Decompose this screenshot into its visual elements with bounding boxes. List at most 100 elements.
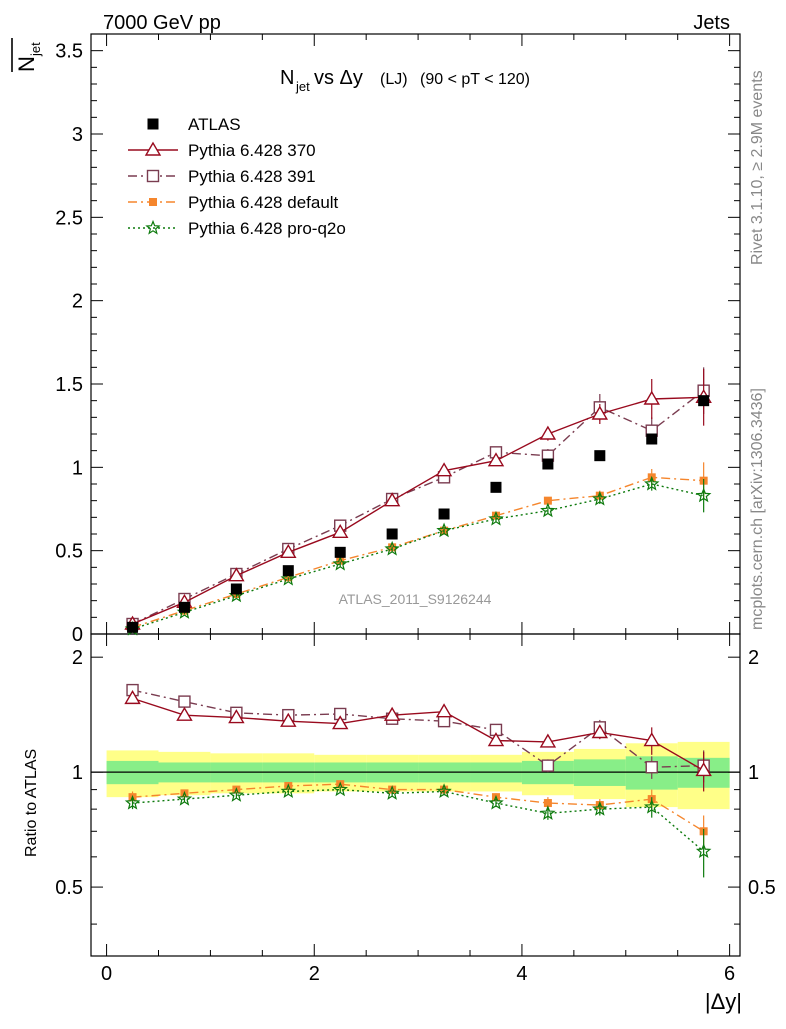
legend-marker-p391 [146, 169, 160, 183]
ratio-line-pdefault [132, 783, 705, 832]
ratio-frame [90, 633, 741, 957]
legend-label-pdefault: Pythia 6.428 default [188, 193, 339, 212]
point-atlas [230, 583, 242, 595]
point-p370 [643, 390, 660, 405]
point-pdefault [491, 511, 500, 520]
legend-marker-pdefault [149, 198, 157, 206]
ratio-point-pq2o [332, 781, 348, 797]
point-pq2o [436, 522, 452, 538]
point-atlas [438, 508, 450, 520]
point-atlas [698, 395, 710, 407]
ratio-y-tick-label-right: 0.5 [748, 877, 776, 899]
ratio-y-tick-label: 0.5 [55, 877, 83, 899]
ratio-point-p370 [435, 703, 453, 718]
ratio-point-p370 [695, 762, 712, 777]
ratio-point-p370 [383, 706, 401, 721]
mcplots-label: mcplots.cern.ch [arXiv:1306.3436] [749, 388, 766, 630]
chart-title: N jet vs Δy (LJ) (90 < pT < 120) [280, 67, 530, 94]
ratio-point-pq2o [643, 798, 660, 814]
ratio-point-pdefault [543, 799, 552, 808]
ratio-point-p370 [539, 733, 557, 748]
ratio-point-pq2o [436, 783, 452, 799]
point-atlas [334, 546, 346, 558]
title-range: (90 < pT < 120) [420, 71, 530, 88]
y-tick-label: 3.5 [55, 41, 83, 63]
y-tick-label: 1.5 [55, 374, 83, 396]
title-lj: (LJ) [380, 71, 408, 88]
ratio-point-p370 [591, 724, 609, 739]
ratio-point-pq2o [695, 843, 712, 859]
series-pq2o [124, 475, 712, 878]
point-pq2o [488, 510, 504, 526]
point-pq2o [643, 475, 660, 491]
ratio-point-p370 [280, 712, 297, 727]
ratio-point-p370 [643, 732, 660, 747]
point-p370 [228, 567, 245, 582]
ratio-point-p391 [178, 695, 191, 708]
title-sub: jet [295, 79, 310, 94]
legend-entry-pdefault: Pythia 6.428 default [128, 193, 339, 212]
point-p370 [280, 543, 297, 559]
header-left: 7000 GeV pp [103, 12, 221, 34]
y-tick-label: 0.5 [55, 541, 83, 563]
legend-label-p370: Pythia 6.428 370 [188, 141, 316, 160]
point-pq2o [592, 490, 608, 506]
title-main: N [280, 67, 294, 89]
point-pq2o [332, 555, 348, 571]
point-atlas [178, 601, 190, 613]
legend-label-pq2o: Pythia 6.428 pro-q2o [188, 219, 346, 238]
ratio-point-p370 [124, 689, 141, 705]
ratio-y-tick-label-right: 2 [748, 647, 759, 669]
watermark: ATLAS_2011_S9126244 [339, 591, 492, 607]
point-pdefault [336, 556, 345, 565]
point-pq2o [540, 502, 556, 518]
ratio-point-pq2o [488, 794, 504, 810]
ratio-point-pq2o [124, 794, 141, 810]
ylabel-main-text: N [14, 56, 39, 72]
ratio-y-tick-label: 1 [72, 762, 83, 784]
y-tick-label: 0 [72, 624, 83, 646]
ratio-point-p391 [645, 761, 658, 774]
ratio-point-pq2o [176, 790, 193, 806]
point-p370 [331, 523, 349, 539]
ratio-line-pq2o [132, 788, 705, 852]
point-p370 [435, 462, 453, 477]
series-line-p370 [132, 396, 704, 625]
x-tick-label: 4 [516, 963, 527, 985]
ratio-point-pdefault [388, 785, 397, 794]
ratio-point-p370 [228, 709, 245, 724]
ratio-point-pq2o [280, 783, 297, 799]
x-tick-label: 2 [309, 963, 320, 985]
ylabel-main-sub: jet [28, 42, 43, 57]
ylabel-ratio: Ratio to ATLAS [23, 749, 40, 857]
series-layer [124, 367, 712, 878]
rivet-label: Rivet 3.1.10, ≥ 2.9M events [749, 70, 766, 265]
point-p370 [383, 492, 401, 507]
legend-marker-pq2o [145, 219, 161, 235]
x-tick-label: 0 [101, 963, 112, 985]
point-pq2o [280, 570, 297, 586]
ylabel-main: N jet [11, 38, 43, 72]
y-tick-label: 1 [72, 457, 83, 479]
point-atlas [386, 528, 398, 540]
point-p370 [487, 452, 505, 467]
legend-marker-p370 [144, 141, 162, 156]
point-atlas [594, 450, 606, 462]
legend-entry-p391: Pythia 6.428 391 [128, 167, 316, 186]
ratio-point-p391 [541, 759, 555, 772]
ratio-point-pq2o [384, 785, 400, 800]
series-line-pq2o [132, 483, 704, 630]
y-tick-label: 2.5 [55, 207, 83, 229]
legend-label-atlas: ATLAS [188, 115, 241, 134]
point-pq2o [695, 487, 712, 503]
legend-entry-p370: Pythia 6.428 370 [128, 141, 316, 160]
series-line-pdefault [132, 476, 704, 628]
ratio-point-pq2o [228, 787, 245, 802]
point-atlas [127, 621, 139, 633]
x-tick-label: 6 [724, 963, 735, 985]
point-atlas [646, 433, 658, 445]
ratio-point-p370 [176, 706, 193, 721]
point-atlas [542, 458, 554, 470]
header-right: Jets [693, 12, 730, 34]
